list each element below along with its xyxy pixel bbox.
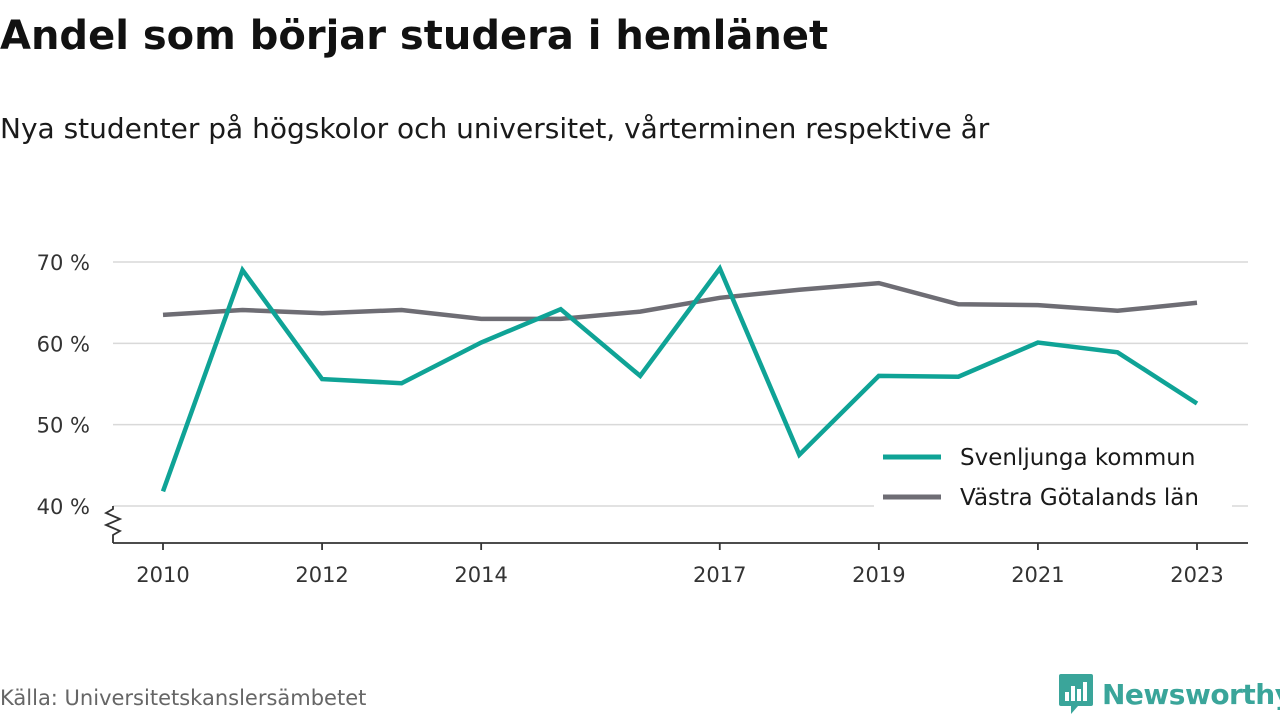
legend-background xyxy=(874,430,1232,516)
series-line-svenljunga-kommun xyxy=(160,264,1199,493)
newsworthy-logo: Newsworthy xyxy=(1058,672,1280,716)
y-axis-break xyxy=(103,506,123,543)
x-tick-label: 2023 xyxy=(1170,563,1223,587)
chart-subtitle: Nya studenter på högskolor och universit… xyxy=(0,112,990,145)
axes: 40 % 50 % 60 % 70 % 2010 2012 2014 2017 2019 2021… xyxy=(37,251,1248,587)
x-tick-label: 2017 xyxy=(693,563,746,587)
chart-title: Andel som börjar studera i hemlänet xyxy=(0,13,829,59)
x-tick-label: 2012 xyxy=(295,563,348,587)
x-tick-label: 2019 xyxy=(852,563,905,587)
legend-label: Svenljunga kommun xyxy=(960,445,1195,471)
legend: Svenljunga kommun Västra Götalands län xyxy=(874,430,1232,516)
legend-label: Västra Götalands län xyxy=(960,485,1199,511)
x-tick-label: 2010 xyxy=(136,563,189,587)
x-tick-label: 2014 xyxy=(454,563,507,587)
newsworthy-logo-icon xyxy=(1059,674,1093,714)
y-tick-label: 40 % xyxy=(37,495,90,519)
y-tick-label: 60 % xyxy=(37,332,90,356)
y-tick-label: 70 % xyxy=(37,251,90,275)
y-tick-label: 50 % xyxy=(37,414,90,438)
series-lines xyxy=(160,264,1199,493)
x-tick-label: 2021 xyxy=(1011,563,1064,587)
newsworthy-logo-text: Newsworthy xyxy=(1102,677,1280,711)
series-line-vastra-gotalands-lan xyxy=(162,280,1198,322)
source-note: Källa: Universitetskanslersämbetet xyxy=(0,686,367,710)
